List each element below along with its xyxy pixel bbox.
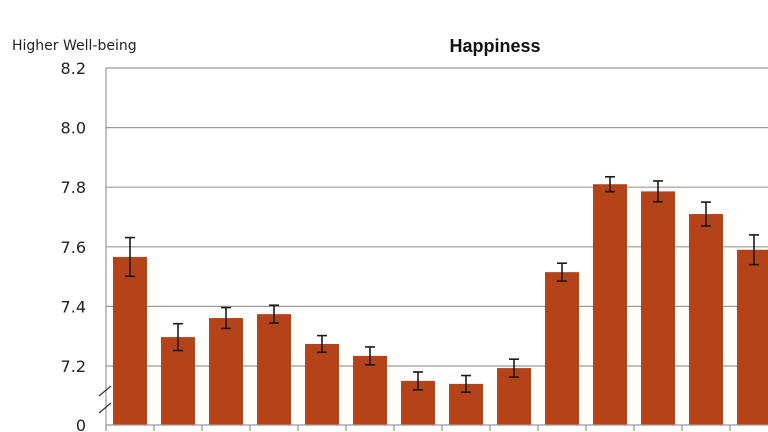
y-tick-label: 7.6	[61, 238, 86, 257]
bar	[737, 249, 768, 425]
y-tick-label: 8.2	[61, 59, 86, 78]
error-bar	[605, 175, 615, 193]
y-axis-label: Higher Well-being	[12, 38, 137, 54]
error-bar	[461, 374, 471, 394]
y-tick-label: 8.0	[61, 119, 86, 138]
error-bar	[269, 304, 279, 324]
bar	[641, 191, 675, 425]
y-tick-label: 0	[76, 416, 86, 432]
error-bar	[317, 334, 327, 354]
axis-break-mark	[98, 402, 112, 414]
y-tick-label: 7.8	[61, 178, 86, 197]
bar	[113, 256, 147, 425]
error-bar	[365, 346, 375, 366]
bar	[353, 355, 387, 425]
axis-break-mark	[98, 385, 112, 397]
y-tick-label: 7.4	[61, 297, 86, 316]
y-tick-label: 7.2	[61, 357, 86, 376]
error-bar	[221, 306, 231, 330]
error-bar	[701, 201, 711, 227]
error-bar	[173, 322, 183, 352]
bar	[545, 272, 579, 425]
bar	[209, 318, 243, 425]
error-bar	[509, 358, 519, 378]
bar	[161, 337, 195, 425]
error-bar	[557, 262, 567, 282]
bar	[305, 343, 339, 425]
bar	[689, 214, 723, 425]
chart-title: Happiness	[449, 36, 540, 56]
bar	[593, 184, 627, 425]
error-bar	[653, 180, 663, 203]
error-bar	[125, 236, 135, 278]
bar	[257, 314, 291, 425]
error-bar	[749, 234, 759, 266]
error-bar	[413, 371, 423, 391]
